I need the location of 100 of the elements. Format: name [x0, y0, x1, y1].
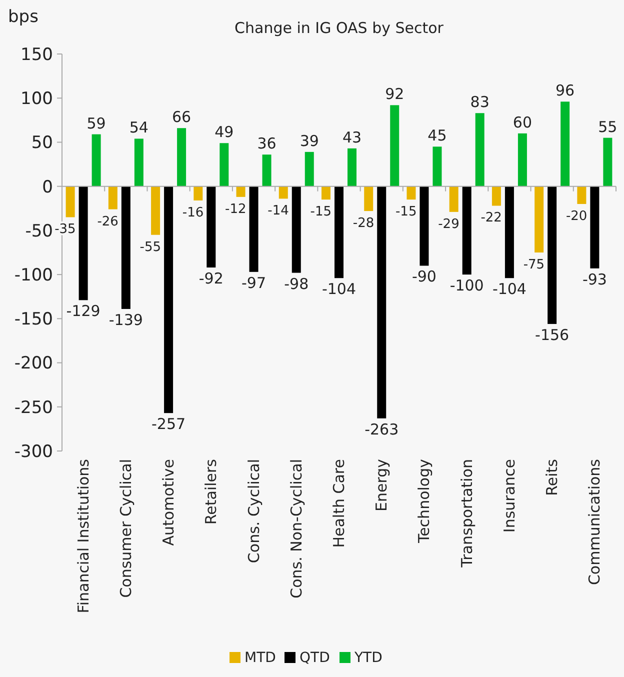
bar [334, 186, 344, 278]
bar [548, 186, 557, 324]
bar [560, 102, 570, 186]
data-label: 55 [598, 118, 618, 136]
data-label: -15 [395, 204, 417, 220]
x-tick-label: Transportation [458, 459, 476, 568]
bar [348, 148, 356, 186]
legend-label: QTD [300, 650, 330, 666]
bar [292, 186, 301, 273]
data-label: -12 [225, 202, 246, 217]
y-tick-label: -250 [14, 398, 53, 418]
data-label: 39 [300, 132, 319, 150]
bar [492, 186, 501, 206]
bar [220, 143, 229, 186]
data-label: -29 [438, 216, 460, 232]
data-label: 43 [342, 128, 362, 146]
x-tick-label: Technology [415, 458, 434, 544]
data-label: -100 [450, 276, 484, 295]
data-label: 36 [257, 134, 276, 153]
bar [78, 186, 88, 300]
y-tick-label: -100 [14, 266, 53, 286]
bar [206, 186, 216, 268]
data-label: 45 [428, 126, 447, 145]
bar [121, 186, 130, 309]
data-label: -139 [108, 310, 143, 329]
y-tick-label: 50 [31, 133, 53, 154]
x-tick-label: Cons. Cyclical [244, 459, 263, 564]
x-tick-label: Consumer Cyclical [116, 459, 135, 598]
legend-label: YTD [354, 650, 382, 666]
data-label: -90 [412, 268, 436, 286]
data-label: 83 [470, 93, 490, 112]
y-tick-label: -50 [25, 221, 53, 242]
chart-title: Change in IG OAS by Sector [234, 19, 444, 37]
data-label: -15 [310, 204, 332, 220]
data-label: -97 [242, 274, 266, 292]
y-axis-title: bps [8, 7, 39, 27]
data-label: -98 [284, 274, 309, 293]
bar [590, 186, 600, 268]
bar [518, 133, 527, 186]
data-label: -104 [322, 280, 356, 298]
bar [304, 152, 314, 186]
data-label: -14 [268, 204, 289, 219]
x-tick-label: Financial Institutions [74, 458, 92, 614]
bar [278, 186, 288, 199]
bar [449, 186, 458, 212]
bar [504, 186, 514, 278]
bar [390, 105, 400, 186]
bar [577, 186, 586, 204]
bar [475, 113, 484, 186]
bar [249, 186, 258, 272]
data-label: -129 [66, 302, 100, 320]
x-tick-label: Cons. Non-Cyclical [287, 459, 306, 598]
x-tick-label: Automotive [160, 459, 178, 546]
data-label: -92 [198, 270, 224, 288]
data-label: 54 [129, 118, 148, 137]
data-label: 92 [385, 85, 404, 104]
data-label: 66 [172, 108, 192, 126]
data-label: -28 [352, 216, 374, 232]
data-label: 59 [86, 114, 106, 132]
y-tick-label: 100 [20, 89, 53, 110]
bar [603, 138, 612, 186]
bar [406, 186, 416, 200]
data-label: -20 [566, 208, 588, 224]
bar [236, 186, 246, 197]
y-tick-label: -200 [14, 354, 53, 374]
data-label: -156 [535, 326, 570, 344]
data-label: -22 [480, 210, 502, 226]
bar [92, 134, 101, 186]
data-label: -55 [140, 240, 162, 255]
bar [534, 186, 544, 252]
bar [66, 186, 75, 218]
bar [164, 186, 174, 414]
y-tick-label: 0 [42, 177, 53, 198]
data-label: -257 [152, 415, 186, 434]
x-tick-label: Reits [543, 458, 562, 496]
data-label: 96 [556, 82, 575, 100]
bar [432, 146, 442, 186]
bar [364, 186, 374, 212]
bar [377, 186, 386, 418]
bar [177, 128, 186, 186]
data-label: -35 [54, 222, 76, 238]
data-label: 49 [214, 123, 234, 142]
legend-label: MTD [244, 650, 276, 666]
x-tick-label: Communications [586, 458, 604, 586]
bar [262, 154, 272, 186]
data-label: -93 [582, 270, 607, 288]
bar [462, 186, 472, 275]
data-label: -16 [182, 205, 204, 220]
x-tick-label: Energy [372, 458, 391, 512]
data-label: -263 [364, 420, 399, 438]
bar [420, 186, 429, 266]
y-tick-label: -150 [14, 310, 53, 330]
y-tick-label: 150 [20, 44, 53, 65]
bar [151, 186, 160, 235]
data-label: -104 [492, 280, 526, 298]
y-tick-label: -300 [14, 442, 53, 462]
x-tick-label: Retailers [202, 458, 220, 525]
data-label: -26 [97, 214, 118, 230]
data-label: -75 [523, 258, 545, 272]
data-label: 60 [512, 113, 532, 132]
